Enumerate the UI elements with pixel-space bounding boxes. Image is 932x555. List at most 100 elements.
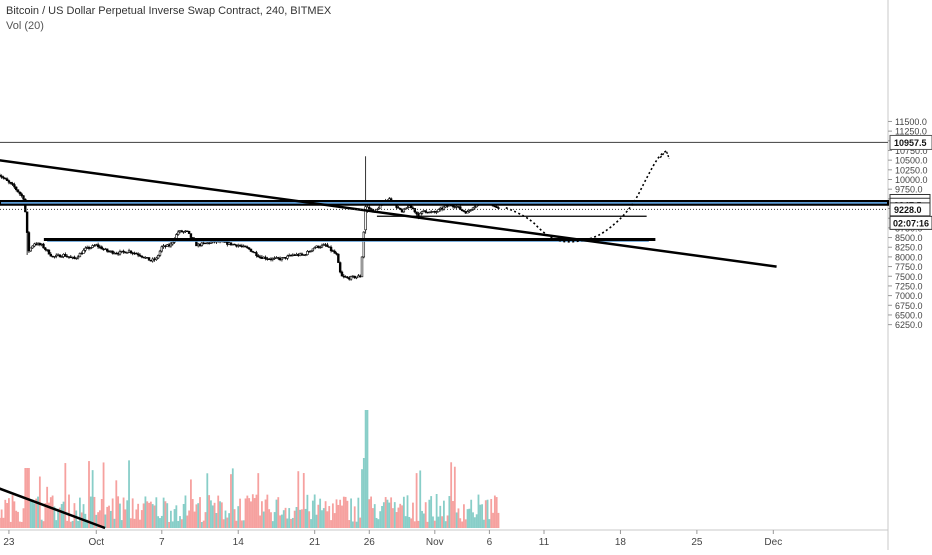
descending-trendline [0, 159, 777, 268]
volume-bar [44, 503, 47, 528]
volume-bar [213, 502, 216, 528]
volume-bar [146, 501, 149, 528]
volume-bar [71, 520, 74, 528]
volume-bar [0, 517, 1, 528]
volume-bar [230, 474, 232, 528]
candle-body [473, 206, 477, 209]
volume-bar [268, 509, 271, 528]
volume-bar [248, 498, 251, 528]
candle-body [138, 254, 142, 257]
candle-body [27, 232, 31, 252]
volume-bar [62, 501, 65, 528]
volume-bar [484, 500, 487, 528]
volume-bar [6, 503, 8, 528]
volume-bar [142, 503, 145, 528]
volume-bar [195, 504, 198, 528]
volume-bar [282, 510, 285, 528]
volume-bar [475, 514, 478, 528]
candle-body [0, 175, 3, 178]
candle-body [338, 262, 342, 273]
volume-bar [250, 501, 252, 528]
volume-bar [395, 512, 398, 528]
y-tick-label: 7500.0 [895, 272, 923, 282]
volume-bar [308, 511, 311, 528]
candle-body [209, 241, 213, 244]
candle-body [229, 242, 233, 246]
volume-bar [350, 498, 352, 528]
volume-bar [11, 495, 14, 528]
last-price-label: 9228.0 [894, 205, 922, 215]
volume-bar [335, 499, 338, 528]
volume-bar [191, 499, 194, 528]
volume-bar [483, 519, 485, 528]
volume-bar [137, 503, 140, 528]
candle-body [340, 271, 344, 277]
volume-bar [295, 507, 298, 528]
volume-bar [97, 512, 99, 528]
projection-arrowhead [659, 149, 670, 159]
y-tick-label: 9750.0 [895, 185, 923, 195]
volume-bar [428, 499, 431, 528]
volume-bar [4, 499, 7, 528]
candle-body [25, 211, 29, 233]
volume-bar [377, 519, 380, 528]
volume-bar [64, 463, 67, 528]
candle-body [135, 252, 138, 255]
volume-bar [58, 507, 61, 528]
volume-bar [275, 499, 278, 528]
candle-body [495, 206, 498, 209]
volume-bar [37, 496, 39, 528]
volume-bar [100, 499, 103, 528]
volume-bar [281, 514, 283, 528]
volume-bar [477, 494, 480, 528]
candle-body [106, 248, 109, 252]
y-tick-label: 6250.0 [895, 320, 923, 330]
volume-bar [321, 510, 323, 528]
volume-bar [370, 496, 372, 528]
volume-bar [215, 513, 218, 528]
volume-bar [422, 513, 425, 528]
candle-body [349, 276, 353, 280]
volume-bar [415, 473, 418, 528]
volume-bar [119, 503, 121, 528]
candle-body [355, 276, 358, 279]
volume-bar [179, 516, 181, 528]
price-label-resistance: 10957.5 [894, 138, 927, 148]
support-resistance-zone [0, 199, 889, 206]
candle-body [304, 254, 307, 256]
volume-bar [18, 521, 21, 528]
volume-bar [133, 518, 136, 528]
volume-bar [162, 497, 165, 528]
candle-body [15, 186, 18, 191]
x-tick-label: 18 [615, 537, 627, 548]
volume-bar [237, 506, 240, 528]
volume-bar [261, 501, 263, 528]
volume-bar [368, 499, 371, 528]
volume-bar [93, 496, 96, 528]
volume-bar [0, 509, 3, 528]
y-tick-label: 6750.0 [895, 301, 923, 311]
volume-bar [190, 479, 192, 528]
volume-bar [177, 521, 180, 528]
volume-bar [188, 510, 190, 528]
volume-bar [463, 504, 465, 528]
volume-bar [109, 510, 112, 528]
chart-legend: Bitcoin / US Dollar Perpetual Inverse Sw… [6, 4, 331, 34]
volume-bar [293, 510, 296, 528]
volume-bar [444, 521, 447, 528]
candle-body [60, 256, 63, 258]
volume-bar [164, 501, 167, 528]
volume-bar [20, 521, 23, 528]
candle-body [399, 207, 402, 210]
volume-bar [28, 468, 30, 528]
candle-body [136, 253, 140, 256]
x-tick-label: Nov [426, 537, 444, 548]
candle-body [335, 252, 338, 255]
volume-bar [117, 496, 120, 528]
candle-body [47, 249, 51, 255]
volume-bar [364, 410, 367, 528]
volume-bar [115, 480, 118, 528]
volume-bar [82, 504, 85, 528]
